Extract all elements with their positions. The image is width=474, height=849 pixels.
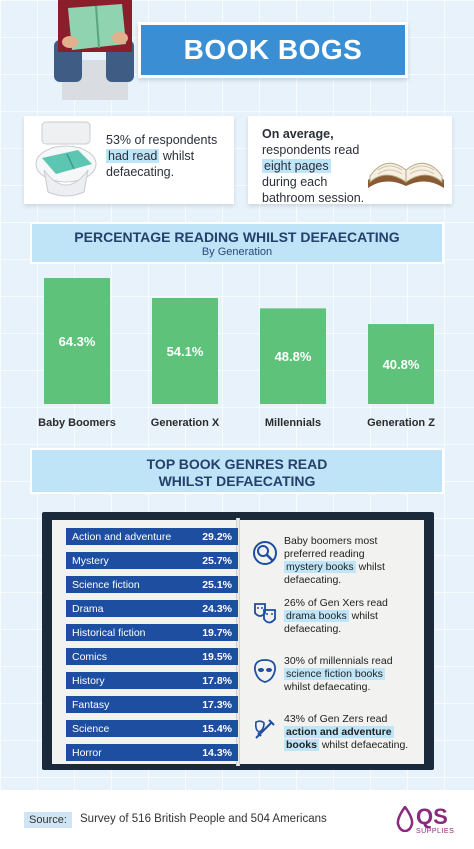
genre-percent: 19.7% [202, 626, 232, 639]
note-highlight: mystery books [284, 561, 356, 573]
bar [44, 278, 110, 404]
stat-text: whilst defaecating. [106, 149, 195, 179]
alien-icon [254, 659, 276, 683]
source-label: Source: [24, 812, 72, 828]
book-right-page [238, 520, 424, 764]
genre-row: Science fiction 25.1% [66, 576, 238, 593]
footer [0, 790, 474, 849]
genre-percent: 19.5% [202, 650, 232, 663]
note-text: defaecating. [284, 623, 342, 635]
generation-bar-chart: 64.3% Baby Boomers 54.1% Generation X 48.8% M… [38, 278, 435, 429]
note-millennials: 30% of millennials read science fiction … [284, 655, 424, 694]
bar-value-label: 54.1% [167, 344, 204, 359]
genre-row: Horror 14.3% [66, 744, 238, 761]
stat-text: 53% of respondents [106, 133, 218, 147]
genre-row: Mystery 25.7% [66, 552, 238, 569]
stat-highlight: eight pages [262, 159, 331, 173]
genre-row: Fantasy 17.3% [66, 696, 238, 713]
sword-shield-icon [255, 719, 275, 739]
bar [260, 308, 326, 404]
note-text: Baby boomers most [284, 535, 378, 547]
logo-subtext: SUPPLIES [416, 828, 455, 835]
water-drop-icon [396, 806, 414, 832]
note-highlight: science fiction books [284, 668, 385, 680]
chart-title-banner: PERCENTAGE READING WHILST DEFAECATING By… [30, 222, 444, 264]
note-highlight: books [284, 739, 319, 751]
category-label: Millennials [265, 417, 321, 429]
stat-text: during each [262, 175, 328, 189]
note-gen-x: 26% of Gen Xers read drama books whilst … [284, 597, 424, 636]
source-text: Survey of 516 British People and 504 Ame… [80, 813, 327, 825]
genre-percent: 25.1% [202, 578, 232, 591]
bar-value-label: 64.3% [59, 334, 96, 349]
detective-icon [253, 541, 277, 565]
genres-title-line2: WHILST DEFAECATING [158, 473, 316, 489]
note-baby-boomers: Baby boomers most preferred reading myst… [284, 535, 424, 587]
chart-subtitle: By Generation [201, 246, 273, 258]
stat-text: On average, [262, 127, 334, 141]
chart-title: PERCENTAGE READING WHILST DEFAECATING [74, 229, 400, 245]
man-reading-on-toilet-image [54, 0, 134, 100]
genre-percent: 25.7% [202, 554, 232, 567]
note-text: defaecating. [284, 574, 342, 586]
open-book-icon [368, 162, 444, 188]
note-gen-z: 43% of Gen Zers read action and adventur… [284, 713, 424, 752]
genre-row: Comics 19.5% [66, 648, 238, 665]
category-label: Generation X [151, 417, 220, 429]
genre-percent: 17.3% [202, 698, 232, 711]
note-text: whilst defaecating. [321, 739, 409, 751]
toilet-with-book-icon [35, 121, 97, 197]
bar [368, 324, 434, 404]
note-text: whilst defaecating. [284, 681, 371, 693]
genre-name: Comics [72, 650, 108, 663]
page-title: BOOK BOGS [138, 22, 408, 78]
stat-text: bathroom session. [262, 191, 365, 205]
note-text: 30% of millennials read [284, 655, 393, 667]
genre-percent: 24.3% [202, 602, 232, 615]
note-highlight: action and adventure [284, 726, 394, 738]
note-text: 26% of Gen Xers read [284, 597, 388, 609]
genre-name: Science fiction [72, 578, 140, 591]
bar-value-label: 48.8% [275, 349, 312, 364]
genres-title-line1: TOP BOOK GENRES READ [146, 456, 328, 472]
genre-row: Historical fiction 19.7% [66, 624, 238, 641]
genres-title-banner: TOP BOOK GENRES READ WHILST DEFAECATING [30, 448, 444, 494]
genre-percent: 15.4% [202, 722, 232, 735]
genre-row: History 17.8% [66, 672, 238, 689]
stat-card-pages-read: On average, respondents read eight pages… [248, 116, 452, 205]
genre-name: Fantasy [72, 698, 110, 711]
genre-name: Mystery [72, 554, 109, 567]
stat-card-had-read: 53% of respondents had read whilst defae… [24, 116, 234, 204]
bar-value-label: 40.8% [383, 357, 420, 372]
logo-text: QS [416, 804, 448, 829]
genre-name: Science [72, 722, 110, 735]
genre-name: Drama [72, 602, 104, 615]
theatre-masks-icon [254, 603, 276, 624]
book-spine [236, 518, 240, 766]
genre-row: Action and adventure 29.2% [66, 528, 238, 545]
genre-percent: 29.2% [202, 530, 232, 543]
note-text: preferred reading [284, 548, 365, 560]
note-text: whilst [351, 610, 378, 622]
note-highlight: drama books [284, 610, 349, 622]
category-label: Baby Boomers [38, 417, 116, 429]
qs-supplies-logo: QS SUPPLIES [396, 802, 456, 840]
note-text: whilst [358, 561, 385, 573]
bar [152, 297, 218, 404]
category-label: Generation Z [367, 417, 435, 429]
note-text: 43% of Gen Zers read [284, 713, 388, 725]
stat-highlight: had read [106, 149, 160, 163]
genre-name: Historical fiction [72, 626, 146, 639]
genre-name: History [72, 674, 105, 687]
genre-row: Drama 24.3% [66, 600, 238, 617]
genre-name: Action and adventure [72, 530, 172, 543]
genre-row: Science 15.4% [66, 720, 238, 737]
genre-percent: 17.8% [202, 674, 232, 687]
stat-text: respondents read [262, 143, 360, 157]
genre-percent: 14.3% [202, 746, 232, 759]
genre-name: Horror [72, 746, 102, 759]
